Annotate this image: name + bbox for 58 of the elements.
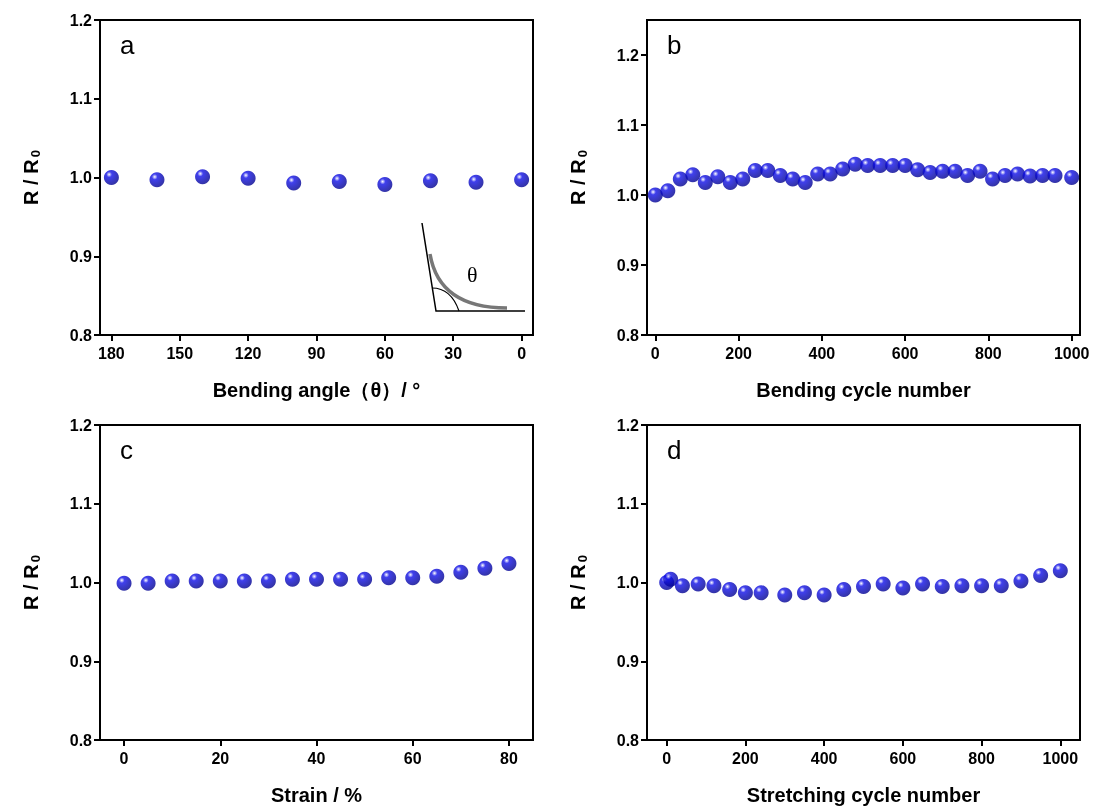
x-axis-title: Bending cycle number	[756, 379, 971, 401]
annotation: b	[667, 30, 682, 60]
x-tick-label: 20	[211, 749, 230, 767]
x-tick-label: 180	[98, 344, 125, 362]
x-tick-label: 150	[166, 344, 194, 362]
x-tick-label: 30	[444, 344, 463, 362]
x-tick-label: 60	[375, 344, 394, 362]
x-tick-label: 1000	[1042, 749, 1079, 767]
y-tick-label: 1.0	[69, 169, 93, 186]
y-tick-label: 1.2	[69, 11, 93, 29]
y-tick-label: 1.0	[69, 574, 93, 591]
x-tick-label: 120	[234, 344, 262, 362]
annotation: θ	[467, 262, 478, 287]
x-tick-label: 0	[517, 344, 527, 362]
y-tick-label: 0.9	[69, 652, 93, 670]
y-tick-label: 1.2	[69, 416, 93, 434]
x-axis-title: Bending angle（θ）/ °	[212, 379, 421, 401]
y-tick-label: 1.2	[616, 416, 640, 434]
y-tick-label: 1.0	[616, 186, 640, 204]
y-tick-label: 0.9	[616, 652, 640, 670]
y-tick-label: 1.1	[69, 495, 93, 513]
y-tick-label: 0.8	[616, 326, 640, 344]
y-tick-label: 0.8	[616, 731, 640, 749]
x-axis-title: Strain / %	[270, 784, 363, 806]
x-tick-label: 40	[307, 749, 326, 767]
annotation: c	[120, 435, 133, 465]
y-tick-label: 0.8	[69, 731, 93, 749]
y-tick-label: 1.2	[616, 46, 640, 64]
annotation: a	[120, 30, 135, 60]
x-tick-label: 800	[968, 749, 996, 767]
y-tick-label: 0.9	[69, 247, 93, 265]
x-axis-title: Stretching cycle number	[746, 784, 981, 806]
x-tick-label: 200	[732, 749, 759, 767]
x-tick-label: 600	[891, 344, 919, 362]
y-axis-title: R / R0	[20, 150, 43, 205]
y-axis-title: R / R0	[567, 150, 590, 205]
x-tick-label: 0	[650, 344, 660, 362]
x-tick-label: 0	[119, 749, 129, 767]
y-tick-label: 1.1	[616, 116, 640, 134]
x-tick-label: 200	[725, 344, 753, 362]
x-tick-label: 400	[808, 344, 836, 362]
x-tick-label: 400	[810, 749, 838, 767]
x-tick-label: 80	[500, 749, 518, 767]
x-tick-label: 600	[889, 749, 917, 767]
y-tick-label: 1.1	[616, 495, 640, 513]
y-axis-title: R / R0	[567, 555, 590, 610]
y-tick-label: 0.8	[69, 326, 93, 344]
x-tick-label: 1000	[1053, 344, 1090, 362]
y-tick-label: 1.0	[616, 574, 640, 591]
annotation: d	[667, 435, 682, 465]
y-tick-label: 1.1	[69, 90, 93, 108]
x-tick-label: 0	[662, 749, 672, 767]
x-tick-label: 60	[403, 749, 422, 767]
x-tick-label: 800	[975, 344, 1002, 362]
x-tick-label: 90	[307, 344, 326, 362]
y-axis-title: R / R0	[20, 555, 43, 610]
y-tick-label: 0.9	[616, 256, 640, 274]
bending-angle-diagram: θ	[421, 222, 527, 314]
